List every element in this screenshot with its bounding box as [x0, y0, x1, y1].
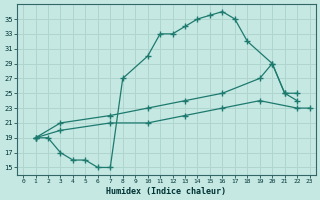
- X-axis label: Humidex (Indice chaleur): Humidex (Indice chaleur): [106, 187, 226, 196]
